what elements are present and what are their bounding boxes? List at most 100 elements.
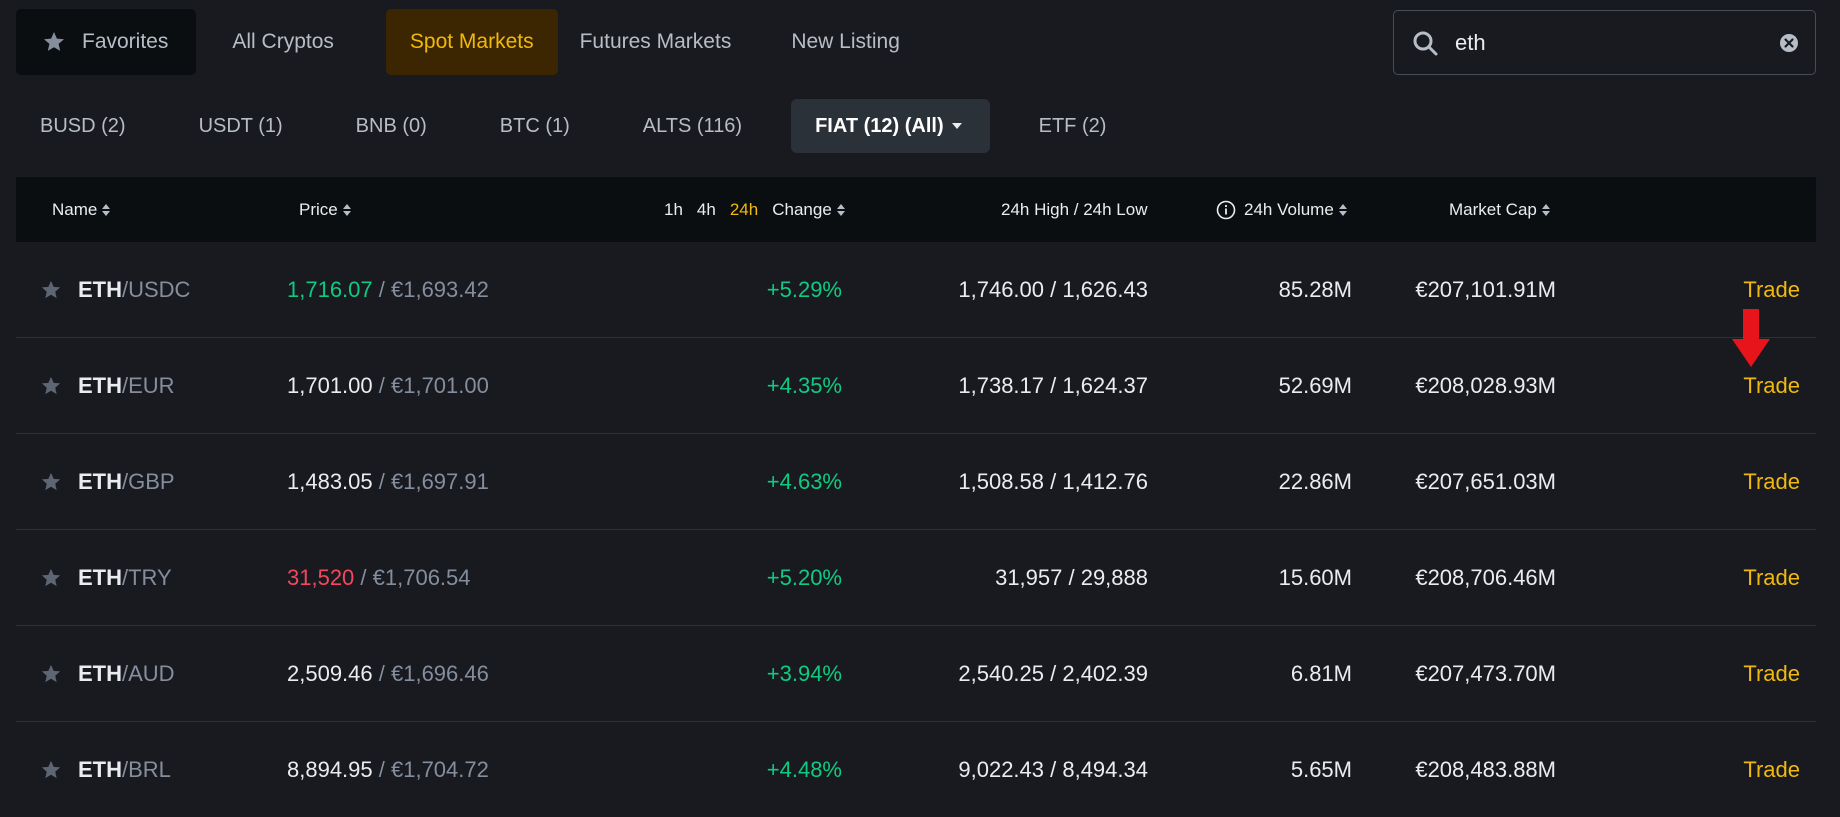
clear-icon[interactable] (1779, 33, 1799, 53)
tab-busd[interactable]: BUSD (2) (40, 114, 126, 137)
pair-name[interactable]: ETH/TRY (78, 530, 172, 626)
change-cell: +4.63% (766, 469, 842, 494)
trade-link[interactable]: Trade (1636, 722, 1800, 817)
header-change-label: Change (772, 199, 832, 219)
tab-btc[interactable]: BTC (1) (499, 114, 570, 137)
header-change[interactable]: Change (772, 200, 845, 220)
last-price: 31,520 (287, 565, 355, 590)
trade-link-label[interactable]: Trade (1743, 277, 1800, 302)
fiat-price: €1,693.42 (390, 277, 489, 302)
trade-link[interactable]: Trade (1636, 530, 1800, 626)
star-icon[interactable] (40, 279, 62, 301)
pair-quote: /USDC (122, 277, 191, 302)
table-row[interactable]: ETH/EUR 1,701.00 / €1,701.00 +4.35% 1,738.1… (16, 338, 1816, 434)
table-row[interactable]: ETH/GBP 1,483.05 / €1,697.91 +4.63% 1,508.5… (16, 434, 1816, 530)
pair-name[interactable]: ETH/BRL (78, 722, 171, 817)
price-cell: 1,701.00 / €1,701.00 (287, 338, 489, 434)
fiat-price: €1,697.91 (390, 469, 489, 494)
pair-quote: /BRL (122, 757, 171, 782)
volume-cell: 52.69M (1278, 373, 1352, 398)
period-24h[interactable]: 24h (729, 199, 759, 219)
header-market-cap[interactable]: Market Cap (1449, 177, 1550, 242)
table-row[interactable]: ETH/TRY 31,520 / €1,706.54 +5.20% 31,957 / … (16, 530, 1816, 626)
tab-favorites[interactable]: Favorites (16, 9, 197, 75)
sort-icon (836, 203, 845, 216)
star-icon (44, 32, 64, 51)
high-low-cell: 1,738.17 / 1,624.37 (958, 373, 1148, 398)
tab-usdt[interactable]: USDT (1) (198, 114, 283, 137)
trade-link[interactable]: Trade (1636, 626, 1800, 722)
tab-fiat[interactable]: FIAT (12) (All) (791, 99, 990, 153)
tab-futures-markets[interactable]: Futures Markets (579, 30, 732, 53)
price-separator: / (372, 373, 391, 398)
pair-base: ETH (78, 661, 122, 686)
trade-link-label[interactable]: Trade (1743, 373, 1800, 398)
trade-link-label[interactable]: Trade (1743, 565, 1800, 590)
pair-base: ETH (78, 757, 122, 782)
fiat-price: €1,706.54 (372, 565, 471, 590)
header-name[interactable]: Name (52, 177, 111, 242)
last-price: 2,509.46 (287, 661, 373, 686)
period-1h[interactable]: 1h (664, 199, 683, 219)
trade-link-label[interactable]: Trade (1743, 469, 1800, 494)
market-type-tabs: Favorites All Cryptos Spot Markets Futur… (16, 9, 900, 75)
tab-all-cryptos[interactable]: All Cryptos (232, 30, 334, 53)
price-separator: / (372, 469, 391, 494)
price-cell: 1,483.05 / €1,697.91 (287, 434, 489, 530)
header-change-group: 1h 4h 24h Change (664, 177, 845, 242)
trade-link[interactable]: Trade (1636, 434, 1800, 530)
pair-name[interactable]: ETH/EUR (78, 338, 175, 434)
price-separator: / (372, 757, 391, 782)
info-icon[interactable] (1216, 200, 1236, 220)
header-volume[interactable]: 24h Volume (1216, 177, 1347, 242)
pair-base: ETH (78, 373, 122, 398)
caret-down-icon (951, 123, 962, 129)
star-icon[interactable] (40, 375, 62, 397)
header-name-label: Name (52, 199, 98, 219)
table-row[interactable]: ETH/AUD 2,509.46 / €1,696.46 +3.94% 2,540.2… (16, 626, 1816, 722)
pair-name[interactable]: ETH/USDC (78, 242, 190, 338)
price-cell: 2,509.46 / €1,696.46 (287, 626, 489, 722)
fiat-price: €1,696.46 (390, 661, 489, 686)
sort-icon (1541, 203, 1550, 216)
market-cap-cell: €208,028.93M (1415, 373, 1556, 398)
trade-link[interactable]: Trade (1636, 242, 1800, 338)
period-4h[interactable]: 4h (696, 199, 716, 219)
trade-link-label[interactable]: Trade (1743, 661, 1800, 686)
last-price: 8,894.95 (287, 757, 373, 782)
pair-base: ETH (78, 277, 122, 302)
pair-quote: /TRY (122, 565, 172, 590)
price-cell: 31,520 / €1,706.54 (287, 530, 471, 626)
tab-bnb[interactable]: BNB (0) (355, 114, 427, 137)
star-icon[interactable] (40, 663, 62, 685)
price-separator: / (372, 277, 391, 302)
change-cell: +3.94% (766, 661, 842, 686)
high-low-cell: 1,508.58 / 1,412.76 (958, 469, 1148, 494)
table-row[interactable]: ETH/BRL 8,894.95 / €1,704.72 +4.48% 9,022.4… (16, 722, 1816, 817)
search-icon (1413, 31, 1438, 55)
search-input[interactable] (1455, 29, 1779, 56)
last-price: 1,701.00 (287, 373, 373, 398)
tab-spot-markets[interactable]: Spot Markets (385, 9, 558, 75)
pair-name[interactable]: ETH/AUD (78, 626, 175, 722)
volume-cell: 5.65M (1290, 757, 1352, 782)
change-cell: +4.35% (766, 373, 842, 398)
table-row[interactable]: ETH/USDC 1,716.07 / €1,693.42 +5.29% 1,746.… (16, 242, 1816, 338)
pair-name[interactable]: ETH/GBP (78, 434, 175, 530)
star-icon[interactable] (40, 567, 62, 589)
star-icon[interactable] (40, 471, 62, 493)
price-separator: / (372, 661, 391, 686)
star-icon[interactable] (40, 759, 62, 781)
tab-alts[interactable]: ALTS (116) (642, 114, 743, 137)
markets-table: Name Price 1h 4h 24h Change 24h High / 2… (16, 177, 1816, 817)
tab-etf[interactable]: ETF (2) (1038, 114, 1107, 137)
price-separator: / (354, 565, 373, 590)
header-price[interactable]: Price (299, 177, 351, 242)
tab-new-listing[interactable]: New Listing (791, 30, 900, 53)
tab-favorites-label: Favorites (82, 30, 169, 53)
trade-link-label[interactable]: Trade (1743, 757, 1800, 782)
header-high-low: 24h High / 24h Low (1001, 199, 1148, 219)
market-cap-cell: €207,473.70M (1415, 661, 1556, 686)
pair-quote: /EUR (122, 373, 175, 398)
trade-link[interactable]: Trade (1636, 338, 1800, 434)
